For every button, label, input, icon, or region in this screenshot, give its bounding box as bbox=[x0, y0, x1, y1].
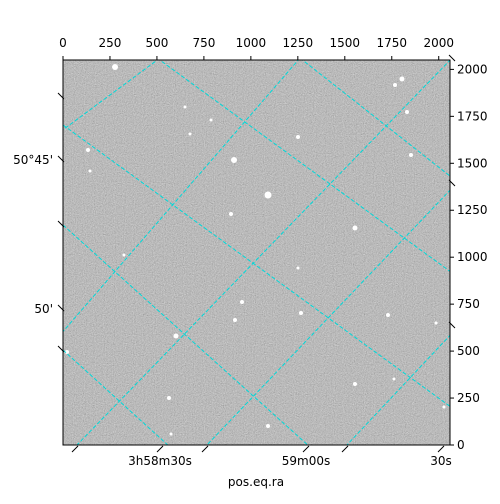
y-tick-label: 2000 bbox=[457, 62, 488, 76]
ra-tick bbox=[156, 445, 164, 453]
grid-line bbox=[206, 189, 450, 445]
ra-tick bbox=[71, 445, 79, 453]
y-tick-label: 750 bbox=[457, 297, 480, 311]
ra-tick-label: 3h58m30s bbox=[128, 454, 192, 468]
ra-tick bbox=[341, 445, 349, 453]
y-tick-label: 1250 bbox=[457, 203, 488, 217]
dec-tick bbox=[448, 54, 456, 62]
ra-tick bbox=[201, 445, 209, 453]
ra-tick-label: 30s bbox=[430, 454, 452, 468]
x-tick-label: 250 bbox=[99, 36, 122, 50]
grid-line bbox=[63, 60, 159, 131]
x-tick-label: 1250 bbox=[283, 36, 314, 50]
y-tick-label: 1750 bbox=[457, 109, 488, 123]
image-noise bbox=[63, 60, 450, 445]
x-tick-label: 750 bbox=[192, 36, 215, 50]
grid-line bbox=[158, 60, 450, 272]
x-tick-label: 0 bbox=[59, 36, 67, 50]
x-tick-label: 500 bbox=[145, 36, 168, 50]
ra-tick bbox=[302, 445, 310, 453]
dec-tick bbox=[57, 304, 65, 312]
grid-line bbox=[63, 224, 309, 445]
y-tick-label: 1000 bbox=[457, 250, 488, 264]
x-tick-label: 1750 bbox=[376, 36, 407, 50]
x-tick-label: 1000 bbox=[236, 36, 267, 50]
ra-tick bbox=[437, 445, 445, 453]
grid-line bbox=[63, 60, 299, 333]
grid-line bbox=[346, 334, 450, 445]
grid-line bbox=[301, 60, 450, 177]
y-tick-label: 250 bbox=[457, 391, 480, 405]
grid-line bbox=[63, 349, 169, 445]
x-axis-label: pos.eq.ra bbox=[228, 475, 284, 489]
grid-line bbox=[76, 60, 450, 445]
x-tick-label: 1500 bbox=[330, 36, 361, 50]
y-tick-label: 0 bbox=[457, 438, 465, 452]
dec-tick bbox=[448, 179, 456, 187]
dec-tick-label: 50' bbox=[34, 302, 53, 316]
dec-tick bbox=[57, 345, 65, 353]
ra-tick-label: 59m00s bbox=[282, 454, 330, 468]
stars bbox=[65, 64, 446, 436]
dec-tick-label: 50°45' bbox=[13, 153, 53, 167]
grid-line bbox=[63, 124, 450, 407]
y-tick-label: 1500 bbox=[457, 156, 488, 170]
dec-tick bbox=[57, 92, 65, 100]
x-tick-label: 2000 bbox=[423, 36, 454, 50]
dec-tick bbox=[448, 321, 456, 329]
y-tick-label: 500 bbox=[457, 344, 480, 358]
dec-tick bbox=[57, 220, 65, 228]
coordinate-grid bbox=[63, 60, 450, 445]
dec-tick bbox=[57, 155, 65, 163]
frame bbox=[62, 59, 451, 446]
